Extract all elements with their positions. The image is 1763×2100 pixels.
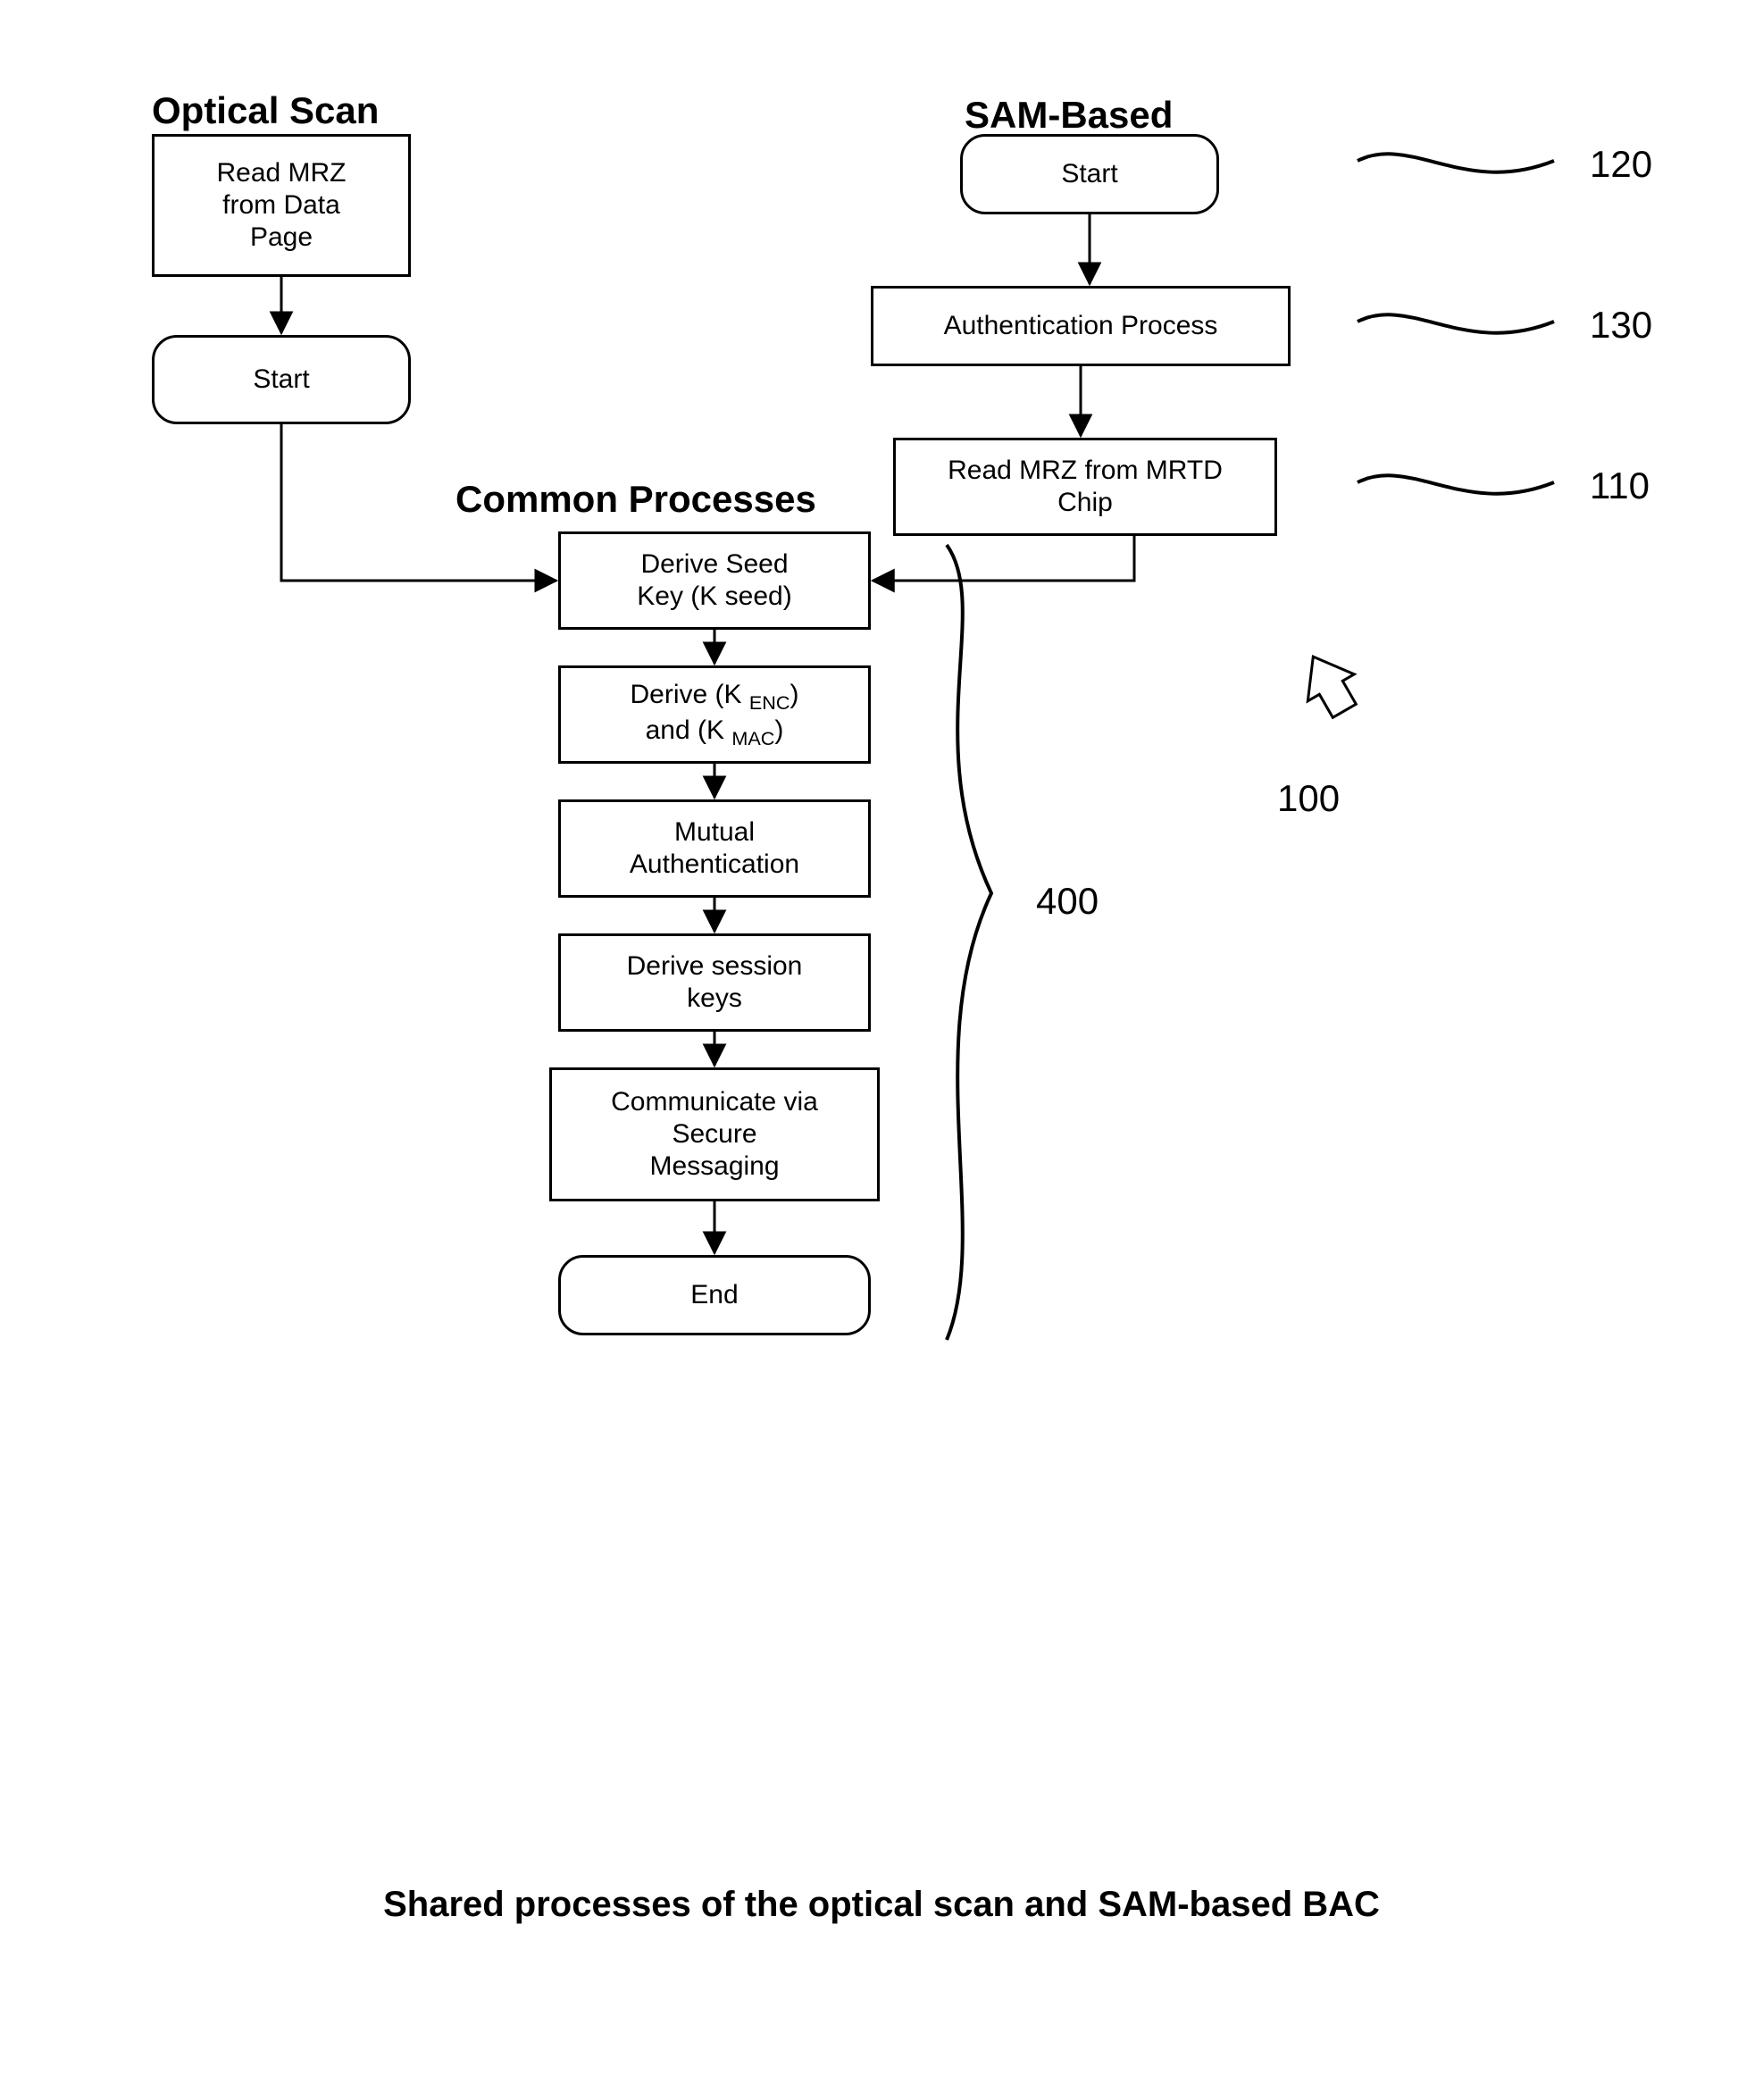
common-session-label: Derive session keys	[627, 950, 803, 1015]
sam-start-box: Start	[960, 134, 1219, 214]
optical-readmrz-box: Read MRZ from Data Page	[152, 134, 411, 277]
common-mutual-label: Mutual Authentication	[630, 816, 799, 881]
common-heading: Common Processes	[455, 478, 816, 521]
sam-readmrz-box: Read MRZ from MRTD Chip	[893, 438, 1277, 536]
optical-heading: Optical Scan	[152, 89, 379, 132]
ref-110: 110	[1590, 464, 1650, 507]
sam-auth-label: Authentication Process	[944, 310, 1218, 342]
common-seed-label: Derive Seed Key (K seed)	[637, 548, 791, 613]
common-enc-mac-label: Derive (K ENC)and (K MAC)	[631, 679, 799, 750]
common-mutual-box: Mutual Authentication	[558, 799, 871, 898]
diagram-canvas: Optical Scan SAM-Based Common Processes …	[0, 0, 1763, 2100]
sam-auth-box: Authentication Process	[871, 286, 1291, 366]
common-end-label: End	[690, 1279, 738, 1311]
common-enc-mac-box: Derive (K ENC)and (K MAC)	[558, 665, 871, 764]
common-end-box: End	[558, 1255, 871, 1335]
common-comm-label: Communicate via Secure Messaging	[611, 1086, 818, 1183]
optical-start-label: Start	[253, 364, 309, 396]
optical-readmrz-label: Read MRZ from Data Page	[216, 157, 346, 254]
sam-start-label: Start	[1061, 158, 1117, 190]
sam-readmrz-label: Read MRZ from MRTD Chip	[948, 455, 1223, 519]
common-session-box: Derive session keys	[558, 933, 871, 1032]
ref-400: 400	[1036, 880, 1099, 923]
sam-heading: SAM-Based	[965, 94, 1173, 137]
caption: Shared processes of the optical scan and…	[0, 1885, 1763, 1925]
optical-start-box: Start	[152, 335, 411, 424]
ref-120: 120	[1590, 143, 1652, 186]
common-seed-box: Derive Seed Key (K seed)	[558, 531, 871, 630]
ref-100: 100	[1277, 777, 1340, 820]
common-comm-box: Communicate via Secure Messaging	[549, 1067, 880, 1201]
ref-130: 130	[1590, 304, 1652, 347]
